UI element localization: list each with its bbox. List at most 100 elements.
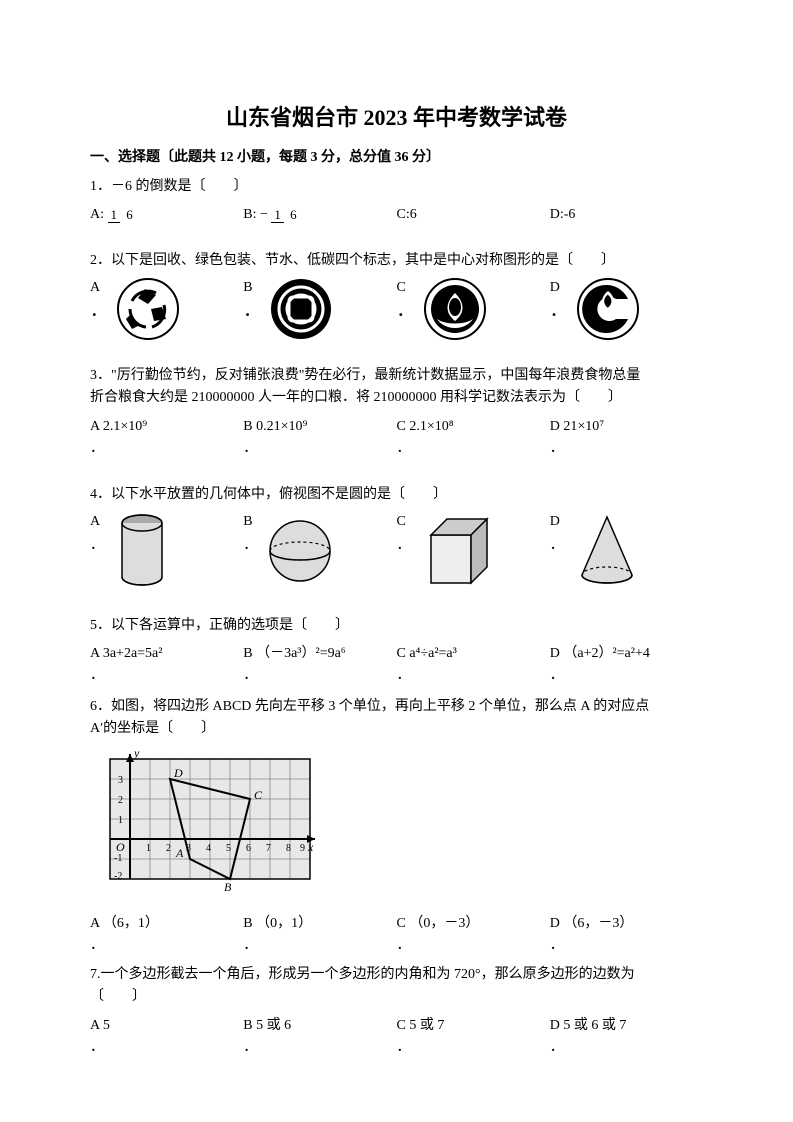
dot: ． (397, 438, 550, 460)
dot: ． (90, 301, 108, 319)
svg-text:9: 9 (300, 843, 305, 854)
sphere-icon (265, 511, 335, 591)
q5-opt-d: D （a+2）²=a²+4 (550, 643, 703, 665)
svg-text:B: B (224, 880, 232, 894)
frac-den: 6 (123, 207, 136, 222)
dot: ． (397, 665, 550, 687)
dot: ． (243, 665, 396, 687)
dot: ． (243, 301, 261, 319)
q3-line1: 3．"厉行勤俭节约，反对铺张浪费"势在必行，最新统计数据显示，中国每年浪费食物总… (90, 365, 703, 387)
dot: ． (397, 535, 411, 557)
dot: ． (90, 535, 104, 557)
dot: ． (243, 1037, 396, 1059)
opt-label: B (243, 511, 257, 533)
y-label: y (133, 749, 140, 760)
question-1: 1．－6 的倒数是〔 〕 A: 1 6 B: − 1 6 C:6 D:-6 (90, 176, 703, 227)
svg-text:-2: -2 (114, 871, 122, 882)
q7-opt-a: A 5 (90, 1015, 243, 1037)
dot: ． (550, 1037, 703, 1059)
q3-line2: 折合粮食大约是 210000000 人一年的口粮．将 210000000 用科学… (90, 387, 703, 409)
q3-opt-c: C 2.1×10⁸ (397, 416, 550, 438)
q4-opt-a: A ． (90, 511, 243, 591)
dot: ． (550, 665, 703, 687)
dot: ． (90, 1037, 243, 1059)
q5-opt-b: B （－3a³）²=9a⁶ (243, 643, 396, 665)
opt-label: D (550, 511, 564, 533)
q1-stem: 1．－6 的倒数是〔 〕 (90, 176, 703, 198)
q7-opt-b: B 5 或 6 (243, 1015, 396, 1037)
question-6: 6．如图，将四边形 ABCD 先向左平移 3 个单位，再向上平移 2 个单位，那… (90, 696, 703, 958)
frac-den: 6 (287, 207, 300, 222)
q1-opt-a: A: 1 6 (90, 204, 243, 226)
q5-opt-a: A 3a+2a=5a² (90, 643, 243, 665)
svg-text:5: 5 (226, 843, 231, 854)
svg-text:6: 6 (246, 843, 251, 854)
q6-opt-c: C （0，－3） (397, 913, 550, 935)
svg-text:2: 2 (118, 795, 123, 806)
dot: ． (550, 438, 703, 460)
svg-text:A: A (175, 846, 184, 860)
page-title: 山东省烟台市 2023 年中考数学试卷 (90, 100, 703, 135)
question-4: 4．以下水平放置的几何体中，俯视图不是圆的是〔 〕 A ． B (90, 484, 703, 590)
dot: ． (90, 665, 243, 687)
svg-text:1: 1 (146, 843, 151, 854)
question-2: 2．以下是回收、绿色包装、节水、低碳四个标志，其中是中心对称图形的是〔 〕 A … (90, 250, 703, 340)
opt-label: A (90, 511, 104, 533)
svg-text:D: D (173, 766, 183, 780)
q2-opt-b: B ． (243, 277, 396, 341)
q6-line2: A′的坐标是〔 〕 (90, 718, 703, 740)
question-5: 5．以下各运算中，正确的选项是〔 〕 A 3a+2a=5a² B （－3a³）²… (90, 615, 703, 688)
x-label: x (307, 840, 314, 854)
q6-opt-b: B （0，1） (243, 913, 396, 935)
water-save-icon (423, 277, 487, 341)
q6-opt-d: D （6，－3） (550, 913, 703, 935)
q5-stem: 5．以下各运算中，正确的选项是〔 〕 (90, 615, 703, 637)
dot: ． (397, 935, 550, 957)
opt-label: A (90, 277, 108, 299)
opt-label: C (397, 277, 415, 299)
q7-opt-c: C 5 或 7 (397, 1015, 550, 1037)
svg-text:C: C (254, 788, 263, 802)
q7-opt-d: D 5 或 6 或 7 (550, 1015, 703, 1037)
q6-opt-a: A （6，1） (90, 913, 243, 935)
question-3: 3．"厉行勤俭节约，反对铺张浪费"势在必行，最新统计数据显示，中国每年浪费食物总… (90, 365, 703, 461)
cone-icon (572, 511, 642, 591)
q1-a-prefix: A: (90, 207, 104, 222)
svg-text:3: 3 (186, 843, 191, 854)
q1-opt-c: C:6 (397, 204, 550, 226)
origin-label: O (116, 840, 125, 854)
section-heading: 一、选择题〔此题共 12 小题，每题 3 分，总分值 36 分〕 (90, 147, 703, 169)
q3-opt-b: B 0.21×10⁹ (243, 416, 396, 438)
fraction-icon: 1 6 (271, 208, 299, 222)
dot: ． (550, 935, 703, 957)
dot: ． (243, 438, 396, 460)
q6-line1: 6．如图，将四边形 ABCD 先向左平移 3 个单位，再向上平移 2 个单位，那… (90, 696, 703, 718)
svg-text:2: 2 (166, 843, 171, 854)
q1-b-prefix: B: − (243, 207, 268, 222)
q1-opt-b: B: − 1 6 (243, 204, 396, 226)
svg-text:4: 4 (206, 843, 211, 854)
q4-opt-d: D ． (550, 511, 703, 591)
q2-opt-d: D ． (550, 277, 703, 341)
dot: ． (243, 535, 257, 557)
svg-text:8: 8 (286, 843, 291, 854)
cube-icon (419, 511, 499, 591)
dot: ． (550, 301, 568, 319)
frac-num: 1 (108, 207, 121, 223)
svg-text:-1: -1 (114, 853, 122, 864)
coordinate-graph-icon: O y x D C A B 123 456 789 123 -1-2 (90, 749, 320, 899)
svg-text:1: 1 (118, 815, 123, 826)
opt-label: B (243, 277, 261, 299)
green-package-icon (269, 277, 333, 341)
q4-opt-c: C ． (397, 511, 550, 591)
q2-opt-c: C ． (397, 277, 550, 341)
dot: ． (90, 935, 243, 957)
cylinder-icon (112, 511, 172, 591)
dot: ． (90, 438, 243, 460)
q3-opt-a: A 2.1×10⁹ (90, 416, 243, 438)
q5-opt-c: C a⁴÷a²=a³ (397, 643, 550, 665)
frac-num: 1 (271, 207, 284, 223)
q7-line2: 〔 〕 (90, 986, 703, 1008)
svg-text:3: 3 (118, 775, 123, 786)
fraction-icon: 1 6 (108, 208, 136, 222)
